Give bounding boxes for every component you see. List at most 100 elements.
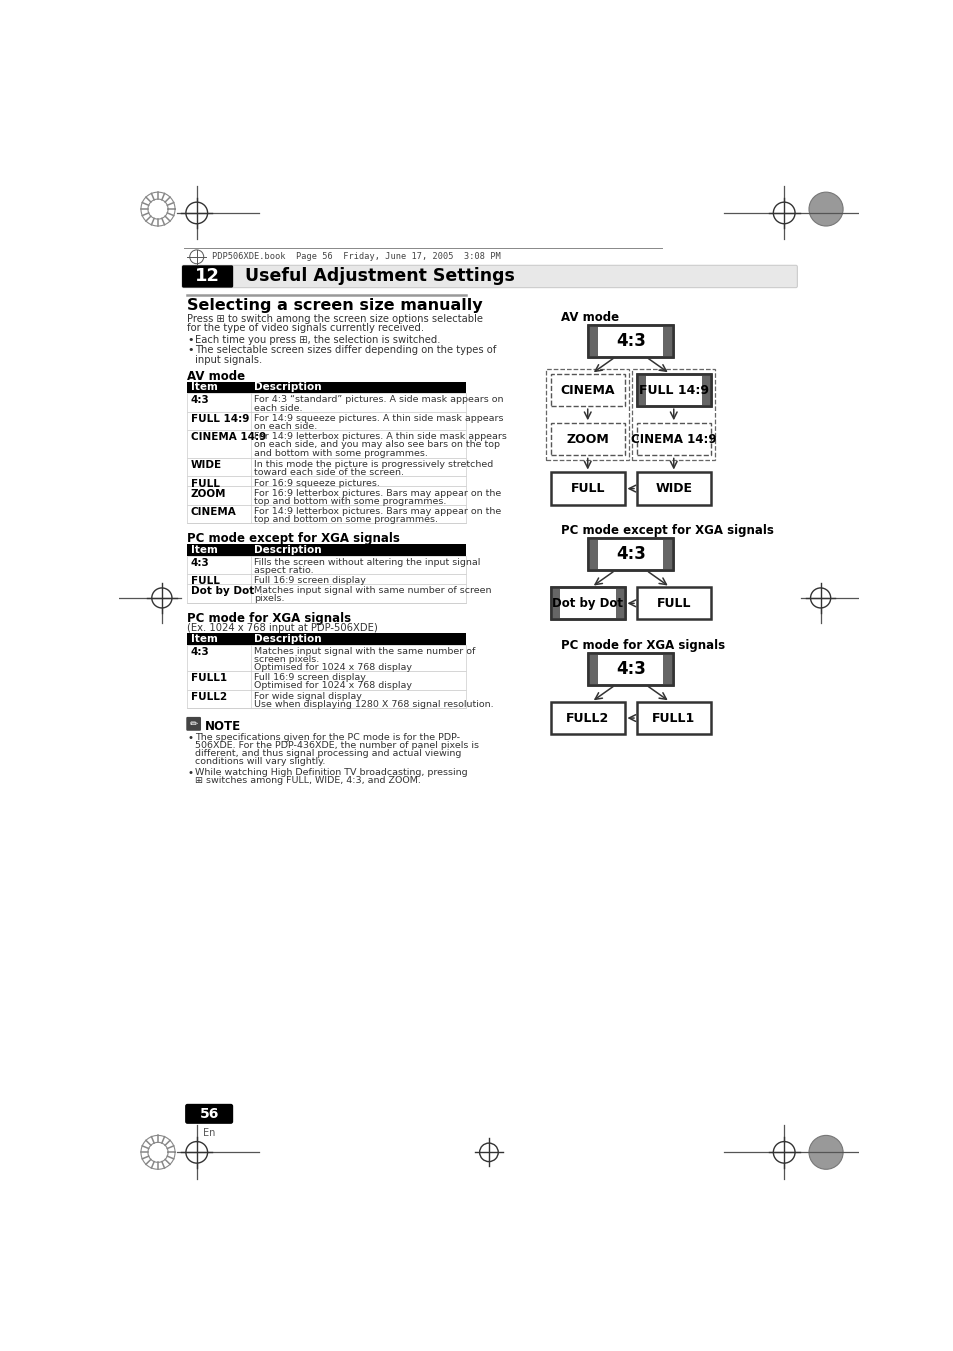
- Text: PC mode except for XGA signals: PC mode except for XGA signals: [560, 524, 773, 536]
- Bar: [187, 477, 466, 486]
- Text: on each side.: on each side.: [253, 422, 317, 431]
- Text: Full 16:9 screen display: Full 16:9 screen display: [253, 577, 366, 585]
- Bar: [662, 324, 673, 357]
- Text: Optimised for 1024 x 768 display: Optimised for 1024 x 768 display: [253, 663, 412, 673]
- Text: FULL: FULL: [656, 597, 690, 609]
- Bar: [662, 538, 673, 570]
- Bar: [550, 588, 559, 620]
- Text: FULL: FULL: [191, 577, 219, 586]
- Text: pixels.: pixels.: [253, 594, 284, 604]
- Text: •: •: [187, 346, 193, 355]
- Bar: [587, 538, 598, 570]
- Text: FULL2: FULL2: [191, 692, 227, 703]
- Text: Matches input signal with the same number of: Matches input signal with the same numbe…: [253, 647, 475, 657]
- Text: top and bottom on some programmes.: top and bottom on some programmes.: [253, 515, 437, 524]
- Text: Press ⊞ to switch among the screen size options selectable: Press ⊞ to switch among the screen size …: [187, 313, 483, 324]
- Text: CINEMA 14:9: CINEMA 14:9: [630, 432, 716, 446]
- Text: Description: Description: [253, 382, 321, 392]
- Text: Optimised for 1024 x 768 display: Optimised for 1024 x 768 display: [253, 681, 412, 690]
- Text: PC mode except for XGA signals: PC mode except for XGA signals: [187, 532, 400, 546]
- Text: Dot by Dot: Dot by Dot: [191, 586, 253, 596]
- Text: input signals.: input signals.: [195, 354, 262, 365]
- Bar: [187, 544, 466, 555]
- Bar: [615, 588, 624, 620]
- FancyBboxPatch shape: [186, 717, 201, 731]
- Bar: [550, 473, 624, 505]
- Bar: [637, 374, 645, 407]
- FancyBboxPatch shape: [182, 265, 797, 288]
- Text: CINEMA: CINEMA: [191, 507, 236, 517]
- Bar: [187, 634, 466, 644]
- Text: The specifications given for the PC mode is for the PDP-: The specifications given for the PC mode…: [195, 732, 459, 742]
- Bar: [637, 374, 710, 407]
- Text: Description: Description: [253, 634, 321, 644]
- Text: FULL1: FULL1: [652, 712, 695, 724]
- Bar: [187, 393, 466, 412]
- Bar: [637, 703, 710, 734]
- Text: WIDE: WIDE: [191, 461, 221, 470]
- Text: For 14:9 squeeze pictures. A thin side mask appears: For 14:9 squeeze pictures. A thin side m…: [253, 413, 503, 423]
- Bar: [187, 505, 466, 523]
- Bar: [550, 588, 624, 620]
- Text: 506XDE. For the PDP-436XDE, the number of panel pixels is: 506XDE. For the PDP-436XDE, the number o…: [195, 740, 478, 750]
- Text: While watching High Definition TV broadcasting, pressing: While watching High Definition TV broadc…: [195, 769, 467, 777]
- Text: PC mode for XGA signals: PC mode for XGA signals: [187, 612, 352, 624]
- Text: For 16:9 squeeze pictures.: For 16:9 squeeze pictures.: [253, 478, 379, 488]
- Text: Dot by Dot: Dot by Dot: [552, 597, 622, 609]
- Text: Description: Description: [253, 544, 321, 555]
- Bar: [587, 653, 673, 685]
- Bar: [187, 671, 466, 689]
- Bar: [632, 369, 715, 461]
- Bar: [187, 430, 466, 458]
- Text: WIDE: WIDE: [655, 482, 692, 494]
- Text: FULL: FULL: [191, 478, 219, 489]
- Bar: [587, 538, 673, 570]
- Text: En: En: [203, 1128, 215, 1138]
- Text: For 16:9 letterbox pictures. Bars may appear on the: For 16:9 letterbox pictures. Bars may ap…: [253, 489, 501, 497]
- Text: FULL 14:9: FULL 14:9: [191, 413, 249, 424]
- Bar: [550, 588, 624, 620]
- Text: Each time you press ⊞, the selection is switched.: Each time you press ⊞, the selection is …: [195, 335, 440, 346]
- Text: for the type of video signals currently received.: for the type of video signals currently …: [187, 323, 424, 334]
- Bar: [637, 473, 710, 505]
- Text: •: •: [187, 769, 193, 778]
- Text: AV mode: AV mode: [187, 370, 245, 384]
- Text: Useful Adjustment Settings: Useful Adjustment Settings: [245, 267, 514, 285]
- Text: The selectable screen sizes differ depending on the types of: The selectable screen sizes differ depen…: [195, 346, 497, 355]
- Bar: [587, 538, 673, 570]
- Text: 4:3: 4:3: [616, 659, 645, 678]
- Bar: [701, 374, 710, 407]
- Text: (Ex. 1024 x 768 input at PDP-506XDE): (Ex. 1024 x 768 input at PDP-506XDE): [187, 623, 377, 632]
- Bar: [187, 584, 466, 603]
- Text: CINEMA 14:9: CINEMA 14:9: [191, 432, 266, 442]
- Text: ✏: ✏: [190, 719, 197, 728]
- Text: 4:3: 4:3: [616, 544, 645, 563]
- Text: ZOOM: ZOOM: [191, 489, 226, 499]
- Bar: [550, 374, 624, 407]
- Text: NOTE: NOTE: [204, 720, 240, 734]
- Text: Use when displaying 1280 X 768 signal resolution.: Use when displaying 1280 X 768 signal re…: [253, 700, 494, 709]
- Text: Item: Item: [191, 544, 217, 555]
- Bar: [637, 588, 710, 620]
- Bar: [187, 381, 466, 393]
- Text: PDP506XDE.book  Page 56  Friday, June 17, 2005  3:08 PM: PDP506XDE.book Page 56 Friday, June 17, …: [212, 253, 500, 261]
- Text: top and bottom with some programmes.: top and bottom with some programmes.: [253, 497, 446, 505]
- Bar: [187, 458, 466, 477]
- Text: For 14:9 letterbox pictures. Bars may appear on the: For 14:9 letterbox pictures. Bars may ap…: [253, 507, 501, 516]
- Text: For wide signal display: For wide signal display: [253, 692, 361, 701]
- Bar: [587, 653, 673, 685]
- Text: Item: Item: [191, 382, 217, 392]
- Bar: [587, 324, 673, 357]
- FancyBboxPatch shape: [182, 265, 233, 288]
- Text: each side.: each side.: [253, 404, 302, 412]
- Bar: [662, 653, 673, 685]
- Text: conditions will vary slightly.: conditions will vary slightly.: [195, 757, 325, 766]
- Text: 4:3: 4:3: [616, 332, 645, 350]
- Text: For 14:9 letterbox pictures. A thin side mask appears: For 14:9 letterbox pictures. A thin side…: [253, 432, 506, 442]
- Text: 12: 12: [195, 267, 220, 285]
- Bar: [187, 644, 466, 671]
- Circle shape: [808, 1135, 842, 1169]
- Text: AV mode: AV mode: [560, 311, 618, 324]
- Bar: [187, 486, 466, 505]
- Bar: [550, 703, 624, 734]
